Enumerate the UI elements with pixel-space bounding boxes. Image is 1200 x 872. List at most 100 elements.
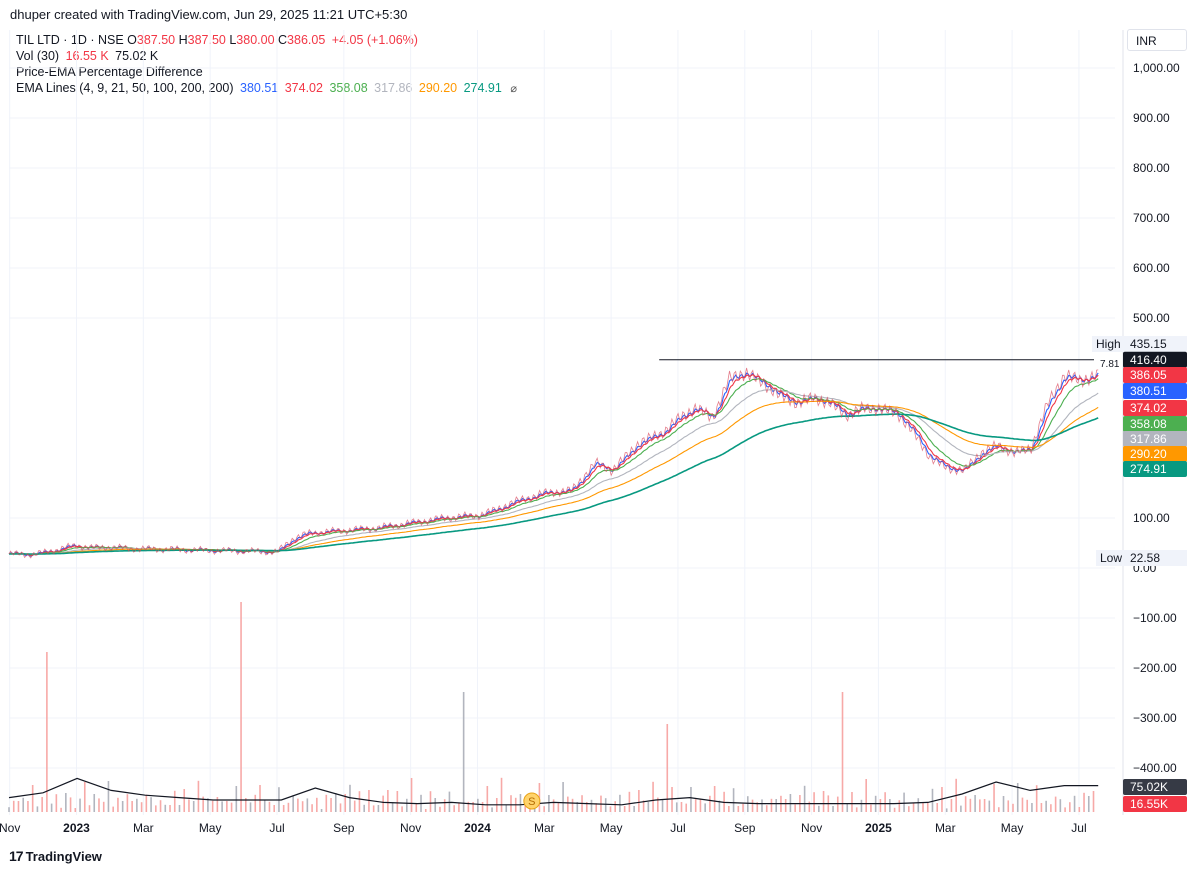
volume-bar [131, 801, 133, 812]
volume-bar [623, 806, 626, 812]
volume-row[interactable]: Vol (30) 16.55 K 75.02 K [16, 48, 517, 64]
volume-bar [638, 790, 640, 812]
volume-bar [761, 799, 763, 812]
price-axis-label-bg [1123, 446, 1187, 462]
volume-bar [121, 801, 124, 812]
volume-bar [865, 779, 867, 812]
volume-bar [429, 791, 432, 812]
volume-bar [756, 802, 759, 812]
currency-selector[interactable]: INR [1127, 29, 1187, 51]
volume-bar [188, 799, 190, 812]
y-tick-label: 600.00 [1133, 261, 1170, 275]
volume-bar [55, 794, 58, 812]
volume-bar [657, 797, 659, 812]
volume-bar [306, 798, 309, 812]
volume-bar [145, 794, 148, 812]
volume-bar [339, 803, 342, 812]
volume-bar [969, 798, 972, 812]
volume-bar [458, 802, 460, 812]
volume-bar [557, 802, 560, 812]
volume-bar [746, 796, 749, 812]
volume-bar [150, 797, 152, 812]
volume-bar [183, 789, 186, 812]
y-tick-label: −200.00 [1133, 661, 1177, 675]
volume-bar [832, 806, 834, 812]
volume-bar [1021, 797, 1024, 812]
volume-bar [1087, 796, 1090, 812]
ema200-value: 274.91 [463, 81, 502, 95]
price-axis-label-bg [1123, 383, 1187, 399]
volume-bar [396, 791, 399, 812]
volume-bar [320, 809, 323, 812]
symbol-name[interactable]: TIL LTD · 1D · NSE [16, 33, 124, 47]
volume-bar [860, 799, 863, 812]
x-tick-label: 2024 [464, 821, 491, 835]
ema-line-ema4 [8, 372, 1099, 557]
price-axis-label: 374.02 [1130, 401, 1167, 415]
volume-bar [908, 806, 910, 812]
volume-ma-axis-label-bg [1123, 779, 1187, 795]
volume-bar [775, 799, 778, 812]
price-axis-label: 358.08 [1130, 417, 1167, 431]
volume-bar [1002, 796, 1005, 812]
volume-bar [358, 791, 361, 812]
volume-bar [50, 803, 53, 812]
x-tick-label: Mar [935, 821, 956, 835]
volume-bar [41, 797, 43, 812]
x-tick-label: 2023 [63, 821, 90, 835]
hidden-eye-icon[interactable]: ⌀ [510, 83, 517, 95]
volume-bar [609, 806, 612, 812]
y-tick-label: −400.00 [1133, 761, 1177, 775]
volume-bar [268, 801, 271, 812]
x-tick-label: May [199, 821, 222, 835]
volume-bar [12, 800, 15, 812]
x-tick-label: Nov [0, 821, 20, 835]
volume-bar [1073, 795, 1076, 812]
volume-bar [519, 794, 522, 812]
symbol-row[interactable]: TIL LTD · 1D · NSE O387.50 H387.50 L380.… [16, 32, 517, 48]
volume-bar [713, 786, 716, 812]
volume-bar [65, 793, 67, 812]
volume-bar [1040, 803, 1043, 812]
x-tick-label: Nov [801, 821, 822, 835]
y-tick-label: 900.00 [1133, 111, 1170, 125]
x-tick-label: May [1001, 821, 1024, 835]
volume-bar [126, 794, 129, 812]
volume-bar [661, 799, 664, 812]
volume-bar [443, 799, 446, 812]
y-tick-label: −100.00 [1133, 611, 1177, 625]
ema21-value: 358.08 [329, 81, 368, 95]
volume-bar [235, 786, 238, 812]
price-axis-label: 380.51 [1130, 384, 1167, 398]
volume-bar [647, 802, 650, 812]
volume-bar [344, 794, 347, 812]
volume-bar [178, 805, 181, 812]
volume-bar [491, 807, 493, 812]
volume-bar [548, 795, 550, 812]
volume-bar [1050, 804, 1052, 812]
volume-bar [585, 802, 588, 812]
volume-bar [562, 782, 564, 812]
volume-bar [88, 805, 91, 812]
event-badge-icon [523, 792, 541, 810]
volume-bar [211, 800, 214, 812]
price-axis-label-bg [1123, 461, 1187, 477]
volume-bar [410, 778, 413, 812]
volume-bar [841, 692, 844, 812]
price-axis-label: 290.20 [1130, 447, 1167, 461]
volume-bar [983, 799, 986, 812]
price-axis-label-bg [1123, 367, 1187, 383]
volume-bar [836, 796, 839, 812]
x-tick-label: Mar [133, 821, 154, 835]
volume-bar [1059, 799, 1062, 812]
volume-bar [699, 799, 702, 812]
volume-bar [590, 799, 593, 812]
volume-bar [694, 799, 697, 812]
ema-row[interactable]: EMA Lines (4, 9, 21, 50, 100, 200, 200) … [16, 80, 517, 97]
volume-bar [1012, 803, 1014, 812]
volume-bar [240, 602, 242, 812]
volume-bar [17, 801, 20, 812]
volume-ma-axis-label: 75.02K [1130, 780, 1168, 794]
volume-bar [316, 797, 318, 812]
